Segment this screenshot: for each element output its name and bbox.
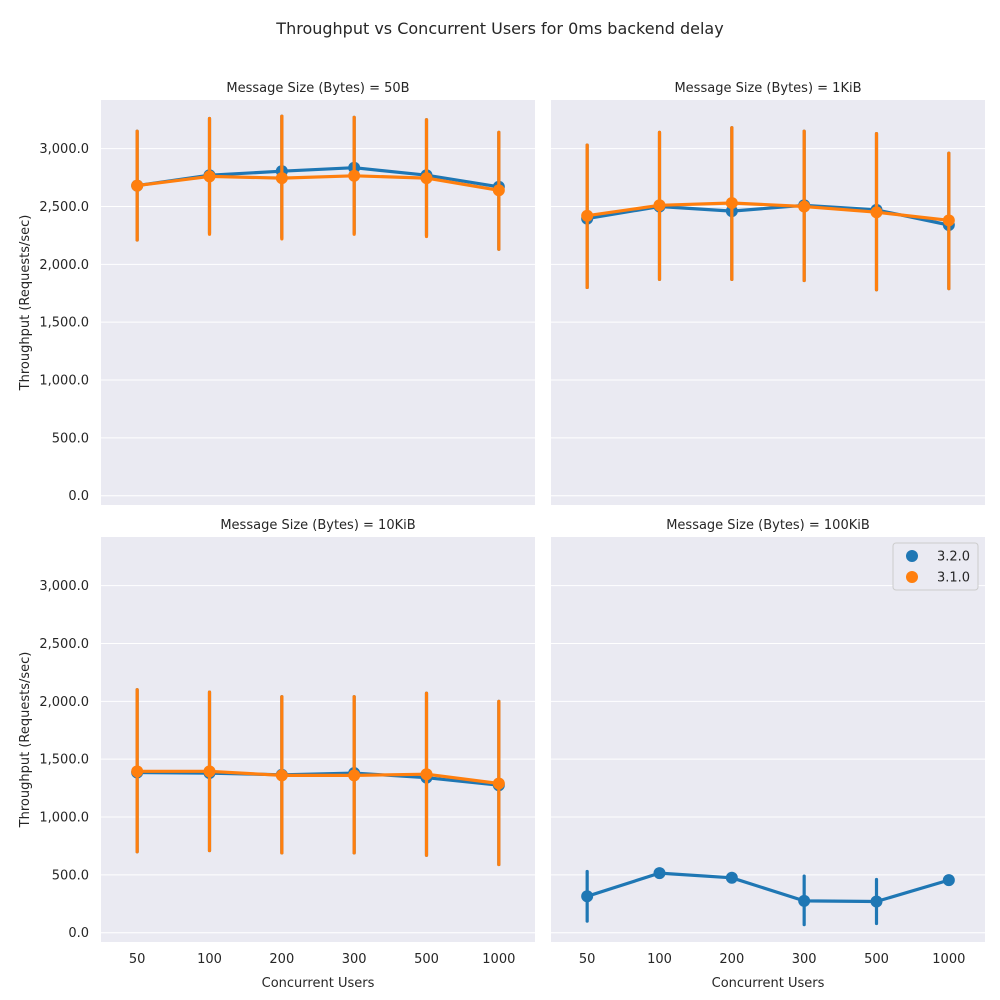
panel-4: 50 100 200 300 500 1000 Concurrent Users Messag… [551, 518, 985, 991]
panel-3: 0.0 500.0 1,000.0 1,500.0 2,000.0 2,500.0 3,00… [18, 518, 535, 991]
x-tick-label: 100 [197, 952, 222, 967]
data-point [581, 890, 594, 903]
plot-background [101, 100, 535, 505]
plot-background [551, 537, 985, 942]
series-line [136, 174, 500, 192]
data-point [348, 769, 361, 782]
data-point [942, 214, 955, 227]
data-point [420, 172, 433, 185]
plot-background [551, 100, 985, 505]
legend-marker [906, 550, 918, 562]
x-tick-label: 300 [342, 952, 367, 967]
data-point [131, 179, 144, 192]
data-point [203, 765, 216, 778]
y-tick-label: 3,000.0 [39, 579, 89, 594]
data-point [942, 874, 955, 887]
series-line [586, 871, 950, 904]
series-3.1.0 [131, 688, 505, 867]
data-point [581, 209, 594, 222]
legend: 3.2.0 3.1.0 [892, 542, 979, 591]
y-tick-label: 2,000.0 [39, 258, 89, 273]
chart-title: Throughput vs Concurrent Users for 0ms b… [275, 19, 723, 38]
x-tick-label: 1000 [932, 952, 965, 967]
x-tick-label: 500 [414, 952, 439, 967]
panel-title: Message Size (Bytes) = 50B [226, 81, 409, 96]
data-point [420, 768, 433, 781]
y-tick-label: 2,000.0 [39, 695, 89, 710]
data-point [348, 169, 361, 182]
series-3.1.0 [581, 126, 955, 292]
legend-marker [906, 571, 918, 583]
data-point [798, 894, 811, 907]
x-tick-label: 500 [864, 952, 889, 967]
y-tick-label: 1,000.0 [39, 811, 89, 826]
data-point [725, 871, 738, 884]
series-3.1.0 [131, 114, 505, 251]
x-tick-label: 200 [719, 952, 744, 967]
legend-label: 3.2.0 [937, 550, 970, 565]
data-point [653, 867, 666, 880]
x-tick-label: 1000 [482, 952, 515, 967]
data-point [653, 199, 666, 212]
y-tick-label: 1,500.0 [39, 753, 89, 768]
x-tick-label: 200 [269, 952, 294, 967]
data-point [492, 184, 505, 197]
data-point [725, 196, 738, 209]
x-tick-label: 50 [129, 952, 146, 967]
y-tick-label: 1,500.0 [39, 316, 89, 331]
x-axis-label: Concurrent Users [262, 976, 375, 991]
series-3.2.0 [581, 867, 955, 927]
panel-title: Message Size (Bytes) = 1KiB [674, 81, 861, 96]
y-tick-label: 1,000.0 [39, 374, 89, 389]
y-tick-label: 2,500.0 [39, 637, 89, 652]
legend-label: 3.1.0 [937, 571, 970, 586]
plot-background [101, 537, 535, 942]
data-point [870, 895, 883, 908]
y-tick-label: 2,500.0 [39, 200, 89, 215]
panels: 0.0500.01,000.01,500.02,000.02,500.03,00… [18, 81, 985, 991]
y-tick-label: 0.0 [68, 926, 89, 941]
panel-title: Message Size (Bytes) = 100KiB [666, 518, 870, 533]
y-tick-label: 0.0 [68, 489, 89, 504]
data-point [131, 765, 144, 778]
x-tick-label: 300 [792, 952, 817, 967]
y-axis-label: Throughput (Requests/sec) [18, 215, 33, 392]
series-line [137, 769, 500, 786]
y-tick-label: 500.0 [52, 868, 89, 883]
data-point [492, 777, 505, 790]
y-tick-label: 3,000.0 [39, 142, 89, 157]
x-tick-label: 100 [647, 952, 672, 967]
x-tick-label: 50 [579, 952, 596, 967]
series-line [586, 201, 949, 222]
panel-title: Message Size (Bytes) = 10KiB [220, 518, 415, 533]
data-point [798, 200, 811, 213]
panel-1: 0.0 500.0 1,000.0 1,500.0 2,000.0 2,500.0 3,00… [18, 81, 535, 505]
data-point [275, 769, 288, 782]
y-tick-label: 500.0 [52, 431, 89, 446]
data-point [870, 206, 883, 219]
data-point [203, 170, 216, 183]
y-axis-label: Throughput (Requests/sec) [18, 652, 33, 829]
panel-2: Message Size (Bytes) = 1KiB [551, 81, 985, 505]
x-axis-label: Concurrent Users [712, 976, 825, 991]
data-point [275, 172, 288, 185]
